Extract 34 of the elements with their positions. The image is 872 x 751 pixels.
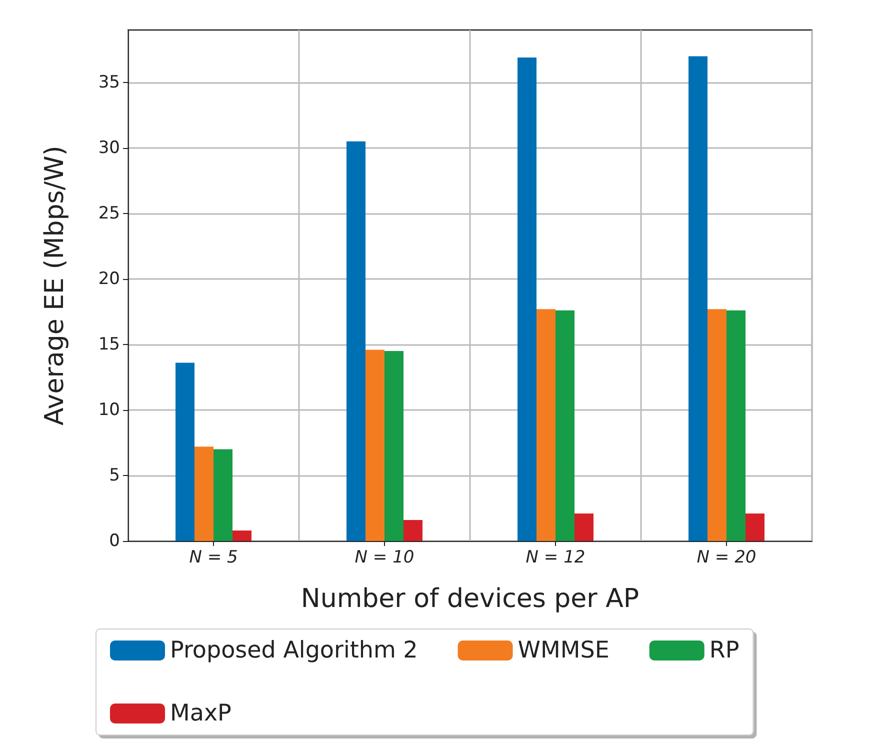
x-tick-label: N = 12 <box>526 548 586 568</box>
bar <box>384 351 404 541</box>
bar <box>746 513 764 541</box>
bar <box>726 310 746 541</box>
legend-label: RP <box>709 638 740 664</box>
x-tick-label: N = 5 <box>189 548 238 568</box>
y-tick-label: 30 <box>98 138 120 158</box>
bar <box>194 446 214 541</box>
x-tick-label: N = 10 <box>354 548 414 568</box>
bar <box>556 310 574 541</box>
legend-label: Proposed Algorithm 2 <box>170 638 418 664</box>
legend-label: MaxP <box>170 700 232 726</box>
y-tick-label: 10 <box>98 400 120 420</box>
bar <box>536 309 556 541</box>
x-axis-title: Number of devices per AP <box>300 584 640 614</box>
y-tick-label: 5 <box>109 465 120 486</box>
y-tick-label: 20 <box>98 268 120 289</box>
bar <box>346 141 366 541</box>
legend-label: WMMSE <box>518 638 610 664</box>
bar <box>366 350 384 541</box>
y-tick-label: 15 <box>98 334 120 354</box>
bar <box>574 513 594 541</box>
x-tick-label: N = 20 <box>696 548 756 568</box>
y-tick-label: 0 <box>109 531 120 551</box>
bar <box>688 56 708 541</box>
y-tick-label: 35 <box>98 72 120 92</box>
bar <box>708 309 726 541</box>
y-axis-title: Average EE (Mbps/W) <box>40 146 70 426</box>
bar <box>232 530 252 541</box>
bar <box>518 58 536 541</box>
bar <box>404 520 422 541</box>
y-tick-label: 25 <box>98 203 120 224</box>
bar <box>176 362 194 541</box>
bar <box>214 449 232 541</box>
